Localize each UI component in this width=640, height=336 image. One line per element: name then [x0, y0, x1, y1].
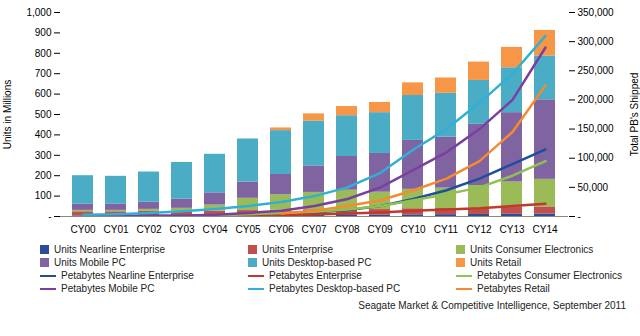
svg-text:900: 900 — [35, 27, 52, 38]
svg-text:CY13: CY13 — [499, 224, 524, 235]
svg-text:1,000: 1,000 — [26, 7, 51, 18]
svg-text:100: 100 — [35, 190, 52, 201]
html-text:Petabytes Desktop-based PC: Petabytes Desktop-based PC — [269, 283, 401, 294]
html-text:Units Desktop-based PC: Units Desktop-based PC — [262, 257, 372, 268]
svg-text:CY00: CY00 — [70, 224, 95, 235]
svg-text:350,000: 350,000 — [578, 7, 615, 18]
svg-text:700: 700 — [35, 68, 52, 79]
svg-text:250,000: 250,000 — [578, 65, 615, 76]
html-text:Petabytes Retail: Petabytes Retail — [477, 283, 550, 294]
svg-text:Total PB's Shipped: Total PB's Shipped — [629, 73, 640, 157]
svg-text:CY05: CY05 — [235, 224, 260, 235]
svg-text:CY07: CY07 — [301, 224, 326, 235]
svg-text:CY14: CY14 — [532, 224, 557, 235]
svg-text:CY09: CY09 — [367, 224, 392, 235]
html-text:Petabytes Consumer Electronics: Petabytes Consumer Electronics — [477, 270, 623, 281]
svg-text:-: - — [48, 211, 51, 222]
svg-text:CY11: CY11 — [434, 224, 459, 235]
svg-text:CY01: CY01 — [103, 224, 128, 235]
html-text:Units Mobile PC: Units Mobile PC — [54, 257, 126, 268]
html-text:Units Nearline Enterprise: Units Nearline Enterprise — [54, 244, 166, 255]
html-text:Seagate Market & Competitive I: Seagate Market & Competitive Intelligenc… — [358, 300, 626, 311]
html-text:Petabytes Mobile PC: Petabytes Mobile PC — [61, 283, 155, 294]
svg-text:200: 200 — [35, 170, 52, 181]
svg-text:100,000: 100,000 — [578, 152, 615, 163]
svg-text:500: 500 — [35, 109, 52, 120]
svg-text:CY12: CY12 — [466, 224, 491, 235]
svg-text:CY06: CY06 — [268, 224, 293, 235]
svg-text:50,000: 50,000 — [578, 182, 609, 193]
svg-text:CY08: CY08 — [334, 224, 359, 235]
svg-text:-: - — [578, 211, 581, 222]
html-text:Petabytes Nearline Enterprise: Petabytes Nearline Enterprise — [61, 270, 194, 281]
html-text:Units Consumer Electronics: Units Consumer Electronics — [470, 244, 594, 255]
svg-text:600: 600 — [35, 88, 52, 99]
svg-text:800: 800 — [35, 48, 52, 59]
html-text:Units Enterprise: Units Enterprise — [262, 244, 334, 255]
svg-text:300,000: 300,000 — [578, 36, 615, 47]
svg-text:300: 300 — [35, 150, 52, 161]
svg-text:200,000: 200,000 — [578, 94, 615, 105]
svg-text:400: 400 — [35, 129, 52, 140]
svg-text:CY04: CY04 — [202, 224, 227, 235]
svg-text:CY10: CY10 — [400, 224, 425, 235]
svg-text:150,000: 150,000 — [578, 123, 615, 134]
html-text:Units Retail: Units Retail — [470, 257, 522, 268]
svg-text:CY03: CY03 — [169, 224, 194, 235]
svg-text:Units in Millions: Units in Millions — [2, 80, 13, 149]
svg-text:CY02: CY02 — [136, 224, 161, 235]
html-text:Petabytes Enterprise: Petabytes Enterprise — [269, 270, 362, 281]
